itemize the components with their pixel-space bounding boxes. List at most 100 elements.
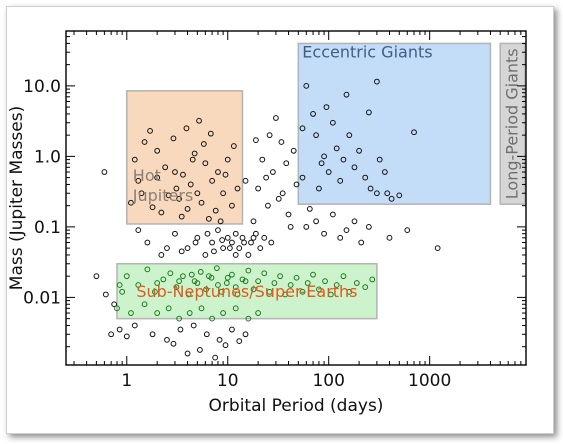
data-point bbox=[255, 310, 262, 316]
data-point bbox=[266, 132, 273, 139]
data-point bbox=[184, 350, 191, 357]
data-point bbox=[290, 147, 297, 154]
data-point bbox=[135, 282, 142, 288]
data-point bbox=[313, 132, 319, 139]
data-point bbox=[209, 177, 216, 184]
region-label-sub-neptunes-super-earths: Sub-Neptunes/Super-Earths bbox=[136, 282, 357, 301]
data-point bbox=[190, 322, 197, 329]
data-point bbox=[229, 326, 235, 333]
data-point bbox=[212, 354, 219, 361]
data-point bbox=[234, 291, 241, 298]
data-point bbox=[303, 223, 310, 230]
data-point bbox=[261, 234, 268, 241]
ticks-layer: 1 10 100 1000 0.01 0.1 1.0 10.0 bbox=[23, 30, 527, 391]
data-point bbox=[232, 230, 239, 237]
data-point bbox=[303, 82, 310, 89]
data-point bbox=[165, 305, 172, 312]
data-point bbox=[316, 286, 322, 293]
data-point bbox=[149, 331, 156, 338]
data-point bbox=[209, 239, 216, 246]
y-tick-label: 0.1 bbox=[34, 218, 61, 238]
data-point bbox=[172, 169, 178, 175]
data-point bbox=[200, 141, 207, 147]
data-point bbox=[180, 273, 186, 280]
data-point bbox=[322, 278, 328, 285]
data-point bbox=[236, 338, 243, 345]
data-point bbox=[257, 245, 264, 252]
data-point bbox=[346, 288, 353, 295]
data-point bbox=[362, 174, 369, 181]
data-point bbox=[128, 310, 134, 316]
data-point bbox=[255, 278, 262, 285]
x-axis-title: Orbital Period (days) bbox=[209, 396, 384, 416]
region-label-eccentric-giants: Eccentric Giants bbox=[302, 42, 432, 61]
data-point bbox=[205, 215, 212, 222]
data-point bbox=[232, 284, 239, 291]
data-point bbox=[229, 271, 235, 278]
data-point bbox=[275, 195, 282, 202]
data-point bbox=[128, 199, 134, 206]
x-tick-label: 10 bbox=[217, 371, 239, 391]
data-point bbox=[176, 195, 183, 202]
data-point bbox=[154, 310, 161, 316]
data-point bbox=[271, 280, 278, 286]
x-tick-label: 1 bbox=[121, 371, 132, 391]
data-point bbox=[299, 174, 306, 181]
data-point bbox=[273, 115, 279, 121]
data-point bbox=[277, 273, 283, 280]
data-point bbox=[388, 195, 395, 202]
data-point bbox=[224, 234, 231, 241]
data-point bbox=[220, 190, 227, 197]
region-label-hot-jupiters-line-2: Jupiters bbox=[132, 186, 194, 205]
data-point bbox=[144, 239, 151, 246]
data-point bbox=[158, 252, 165, 258]
data-point bbox=[396, 192, 403, 199]
data-point bbox=[278, 139, 285, 145]
region-eccentric-giants bbox=[297, 42, 492, 205]
data-point bbox=[241, 239, 247, 246]
data-point bbox=[164, 245, 170, 252]
data-point bbox=[299, 125, 306, 132]
data-point bbox=[306, 205, 313, 212]
data-point bbox=[111, 301, 118, 308]
data-point bbox=[101, 169, 108, 175]
data-point bbox=[197, 347, 203, 353]
data-point bbox=[234, 185, 241, 192]
data-point bbox=[194, 190, 201, 197]
y-axis-title: Mass (Jupiter Masses) bbox=[7, 106, 27, 290]
data-point bbox=[304, 280, 311, 286]
data-point bbox=[154, 174, 161, 181]
data-point bbox=[176, 278, 183, 285]
data-point bbox=[211, 248, 217, 255]
data-point bbox=[245, 252, 252, 258]
data-point bbox=[186, 310, 193, 316]
data-point bbox=[343, 91, 350, 98]
data-point bbox=[202, 252, 209, 258]
data-point bbox=[376, 156, 383, 163]
data-point bbox=[154, 147, 161, 154]
data-point bbox=[215, 282, 221, 288]
regions-layer bbox=[116, 42, 526, 320]
data-point bbox=[177, 326, 184, 333]
data-point bbox=[239, 276, 246, 283]
data-point bbox=[220, 310, 227, 316]
data-point bbox=[207, 130, 214, 137]
plot-frame bbox=[65, 30, 527, 366]
data-point bbox=[337, 234, 344, 241]
data-point bbox=[358, 239, 365, 246]
region-label-long-period-giants: Long-Period Giants bbox=[503, 48, 522, 199]
data-point bbox=[316, 185, 322, 192]
data-point bbox=[269, 169, 276, 175]
data-point bbox=[321, 153, 327, 160]
data-point bbox=[173, 185, 180, 192]
data-point bbox=[373, 190, 380, 197]
data-point bbox=[266, 288, 273, 295]
data-point bbox=[411, 129, 417, 136]
data-point bbox=[108, 331, 115, 338]
data-point bbox=[135, 227, 142, 234]
data-point bbox=[250, 286, 257, 293]
data-point bbox=[204, 230, 211, 237]
data-point bbox=[164, 336, 170, 343]
data-point bbox=[135, 177, 142, 184]
